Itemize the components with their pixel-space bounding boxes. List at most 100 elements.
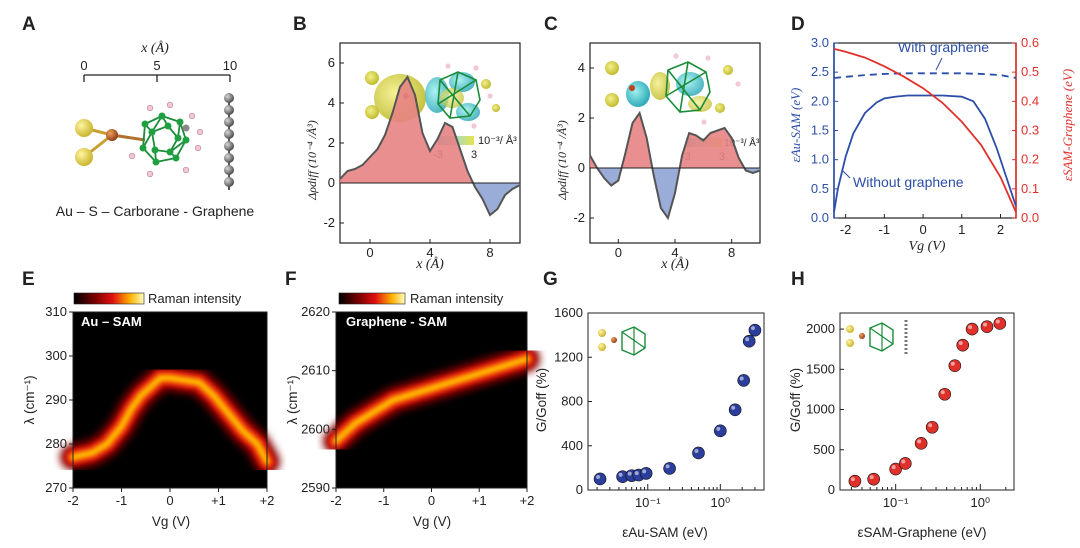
- plotF-ytick-label: 2620: [301, 304, 330, 319]
- panel-a-tick: 10: [223, 58, 237, 73]
- panel-c-plot: 0 4 8 -2 0 2 4: [573, 60, 761, 260]
- plotH-point-highlight: [901, 459, 906, 464]
- plotG-point-highlight: [618, 472, 623, 477]
- panel-g-plot: 10⁻¹ 10⁰ 0 400 800 1200 1600: [554, 305, 765, 510]
- plotG-xtick-label: 10⁰: [710, 495, 730, 510]
- panel-d-annot-with: With graphene: [898, 39, 989, 55]
- plotG-point: [742, 334, 756, 348]
- panel-d-ylabel-left: εAu-SAM (eV): [788, 88, 803, 163]
- panel-label-b: B: [293, 14, 307, 35]
- plotH-xtick-label: 10⁻¹: [883, 495, 909, 510]
- panel-d-plot: -2 -1 0 1 2 0.0 0.5 1.0 1.5 2.0 2.5 3.0 0.0 0.1 0.2 0.3…: [811, 35, 1039, 237]
- panel-b-density-render: [365, 63, 500, 129]
- panel-a-axis-title: x (Å): [140, 40, 169, 56]
- panel-g-xlabel: εAu-SAM (eV): [622, 525, 708, 540]
- sulfur-atom: [106, 129, 118, 141]
- plotF-ytick-label: 2590: [301, 480, 330, 495]
- plotG-point-highlight: [634, 471, 639, 476]
- panel-label-h: H: [791, 269, 805, 290]
- plotH-point: [965, 322, 979, 336]
- plotH-point: [956, 338, 970, 352]
- plotG-point-highlight: [716, 426, 721, 431]
- panel-d-ytick-left-label: 2.5: [811, 64, 829, 79]
- plotH-ytick-label: 1500: [806, 361, 835, 376]
- panel-d-annot-without: Without graphene: [853, 174, 964, 190]
- plotB-ytick-label: -2: [323, 215, 335, 230]
- plotH-point-highlight: [983, 322, 988, 327]
- panel-c-density-render: [605, 53, 741, 125]
- plotG-ytick-label: 0: [576, 482, 583, 497]
- panel-e-xlabel: Vg (V): [152, 514, 190, 529]
- panel-f-xlabel: Vg (V): [413, 514, 451, 529]
- plotE-xtick-label: +1: [211, 493, 226, 508]
- panel-label-a: A: [22, 14, 36, 35]
- panel-d-ytick-right-label: 0.1: [1021, 181, 1039, 196]
- panel-f-title: Graphene - SAM: [346, 314, 447, 329]
- plotG-ytick-label: 1200: [554, 349, 583, 364]
- plotC-curve: [589, 110, 761, 221]
- plotH-point-highlight: [850, 477, 855, 482]
- plotE-xtick-label: -1: [116, 493, 128, 508]
- plotF-ytick-label: 2600: [301, 421, 330, 436]
- plotB-curve: [339, 75, 521, 217]
- panel-d-xtick-label: -2: [840, 222, 852, 237]
- panel-a-tick: 5: [153, 58, 160, 73]
- panel-d: -2 -1 0 1 2 0.0 0.5 1.0 1.5 2.0 2.5 3.0 0.0 0.1 0.2 0.3…: [788, 35, 1075, 254]
- plotE-ytick-label: 280: [45, 436, 67, 451]
- panel-f-colorbar: [338, 292, 406, 305]
- panel-d-xtick-label: 2: [997, 222, 1004, 237]
- panel-b-plot: 0 4 8 -2 0 2 4 6: [323, 55, 521, 260]
- panel-label-c: C: [544, 14, 558, 35]
- panel-a: x (Å) 0 5 10: [56, 40, 255, 219]
- panel-b-colorbar-max: 3: [471, 149, 477, 161]
- panel-d-ytick-left-label: 2.0: [811, 93, 829, 108]
- panel-e-plot: -2 -1 0 +1 +2 270 280 290 300 310: [45, 304, 280, 508]
- panel-h-inset-molecule: [846, 320, 908, 356]
- plotH-ytick-label: 2000: [806, 321, 835, 336]
- panel-c-ylabel: Δρdiff (10⁻⁴ /Å³): [555, 120, 569, 201]
- plotG-xtick-label: 10⁻¹: [635, 495, 661, 510]
- panel-d-ytick-right-label: 0.6: [1021, 35, 1039, 50]
- panel-c-xlabel: x (Å): [660, 256, 689, 272]
- plotB-xtick-label: 0: [366, 245, 373, 260]
- plotF-xtick-label: -1: [378, 493, 390, 508]
- plotE-ridge-core: [69, 374, 271, 466]
- panel-g: 10⁻¹ 10⁰ 0 400 800 1200 1600 εAu-SAM (eV) G/Go…: [534, 305, 765, 540]
- plotH-point-highlight: [958, 341, 963, 346]
- panel-d-ytick-right-label: 0.2: [1021, 152, 1039, 167]
- plotH-point-highlight: [995, 319, 1000, 324]
- plotF-ytick-label: 2610: [301, 363, 330, 378]
- panel-d-ytick-right-label: 0.0: [1021, 210, 1039, 225]
- plotB-positive-area: [340, 77, 520, 183]
- plotG-point-highlight: [731, 405, 736, 410]
- panel-f: Raman intensity -2 -1 0 +1 +2 2590 2600 2610 262…: [285, 291, 540, 529]
- panel-h-plot: 10⁻¹ 10⁰ 0 500 1000 1500 2000: [806, 312, 1015, 510]
- plotG-point-highlight: [745, 337, 750, 342]
- plotH-point: [848, 474, 862, 488]
- plotC-ytick-label: 4: [578, 60, 585, 75]
- plotF-xtick-label: -2: [330, 493, 342, 508]
- plotG-point: [663, 462, 676, 475]
- gold-atom: [75, 148, 93, 166]
- panel-d-ytick-left-label: 3.0: [811, 35, 829, 50]
- plotH-point: [914, 437, 928, 450]
- panel-d-ytick-left-label: 0.5: [811, 181, 829, 196]
- plotB-ytick-label: 0: [328, 175, 335, 190]
- plotH-point: [899, 457, 912, 470]
- panel-e-colorbar-label: Raman intensity: [148, 291, 242, 306]
- molecule-illustration: [75, 101, 204, 178]
- plotC-ytick-label: 2: [578, 110, 585, 125]
- plotH-point-highlight: [891, 465, 896, 470]
- plotH-point: [867, 472, 880, 486]
- plotH-point: [993, 317, 1007, 330]
- plotE-ytick-label: 300: [45, 348, 67, 363]
- panel-d-ytick-right-label: 0.5: [1021, 64, 1039, 79]
- plotC-xtick-label: 8: [728, 245, 735, 260]
- plotG-point: [714, 424, 727, 438]
- panel-d-xtick-label: 0: [919, 222, 926, 237]
- plotG-point-highlight: [739, 376, 744, 381]
- panel-d-xlabel: Vg (V): [909, 239, 946, 254]
- panel-d-xtick-label: 1: [958, 222, 965, 237]
- panel-d-ytick-left-label: 1.0: [811, 152, 829, 167]
